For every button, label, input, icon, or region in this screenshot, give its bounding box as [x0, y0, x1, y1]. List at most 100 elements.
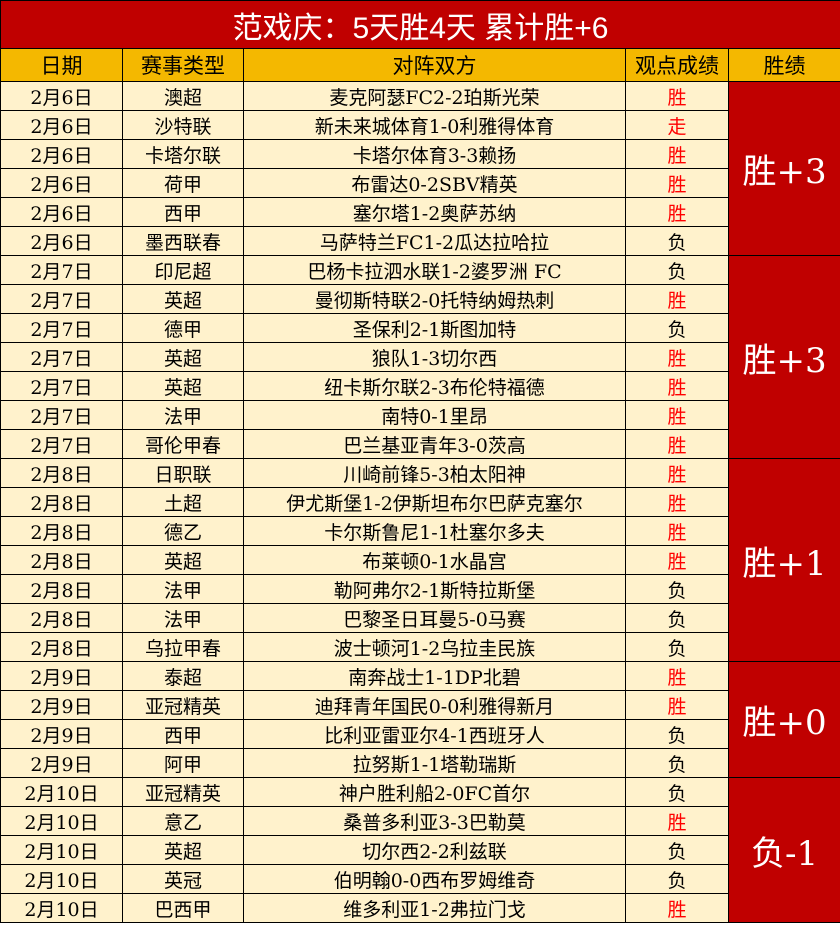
result-cell: 胜 [625, 806, 729, 836]
table-row: 2月6日 墨西联春 马萨特兰FC1-2瓜达拉哈拉负 [0, 226, 840, 256]
league-cell: 西甲 [122, 197, 244, 227]
date-cell: 2月7日 [0, 400, 123, 430]
table-row: 2月9日 阿甲 拉努斯1-1塔勒瑞斯负 [0, 748, 840, 778]
match-cell: 桑普多利亚3-3巴勒莫 [243, 806, 626, 836]
table-row: 2月10日 英冠 伯明翰0-0西布罗姆维奇负 [0, 864, 840, 894]
table-row: 2月7日 英超 曼彻斯特联2-0托特纳姆热刺胜 [0, 284, 840, 314]
match-cell: 巴兰基亚青年3-0茨高 [243, 429, 626, 459]
result-cell: 胜 [625, 400, 729, 430]
league-cell: 巴西甲 [122, 893, 244, 923]
match-cell: 塞尔塔1-2奥萨苏纳 [243, 197, 626, 227]
date-cell: 2月8日 [0, 545, 123, 575]
result-cell: 负 [625, 864, 729, 894]
table-row: 2月6日 沙特联 新未来城体育1-0利雅得体育走 [0, 110, 840, 140]
result-cell: 胜 [625, 342, 729, 372]
table-row: 2月10日 意乙 桑普多利亚3-3巴勒莫胜 [0, 806, 840, 836]
result-cell: 负 [625, 835, 729, 865]
day-summary-cell: 胜+3 [727, 81, 840, 256]
table-row: 2月10日 英超 切尔西2-2利兹联负 [0, 835, 840, 865]
date-cell: 2月9日 [0, 661, 123, 691]
result-cell: 胜 [625, 690, 729, 720]
table-row: 2月6日 澳超 麦克阿瑟FC2-2珀斯光荣胜胜+3 [0, 81, 840, 256]
header-league: 赛事类型 [122, 48, 244, 82]
match-cell: 圣保利2-1斯图加特 [243, 313, 626, 343]
result-cell: 负 [625, 603, 729, 633]
date-cell: 2月9日 [0, 748, 123, 778]
date-cell: 2月6日 [0, 197, 123, 227]
table-row: 2月8日 英超 布莱顿0-1水晶宫胜 [0, 545, 840, 575]
table-row: 2月7日 英超 纽卡斯尔联2-3布伦特福德胜 [0, 371, 840, 401]
match-cell: 伯明翰0-0西布罗姆维奇 [243, 864, 626, 894]
league-cell: 英超 [122, 371, 244, 401]
result-cell: 胜 [625, 545, 729, 575]
league-cell: 法甲 [122, 574, 244, 604]
league-cell: 德甲 [122, 313, 244, 343]
result-cell: 胜 [625, 197, 729, 227]
table-row: 2月10日 亚冠精英 神户胜利船2-0FC首尔负负-1 [0, 777, 840, 923]
date-cell: 2月6日 [0, 81, 123, 111]
table-row: 2月8日 法甲 巴黎圣日耳曼5-0马赛负 [0, 603, 840, 633]
match-cell: 维多利亚1-2弗拉门戈 [243, 893, 626, 923]
match-cell: 狼队1-3切尔西 [243, 342, 626, 372]
league-cell: 亚冠精英 [122, 777, 244, 807]
match-cell: 麦克阿瑟FC2-2珀斯光荣 [243, 81, 626, 111]
league-cell: 阿甲 [122, 748, 244, 778]
date-cell: 2月7日 [0, 313, 123, 343]
league-cell: 亚冠精英 [122, 690, 244, 720]
match-cell: 勒阿弗尔2-1斯特拉斯堡 [243, 574, 626, 604]
date-cell: 2月6日 [0, 226, 123, 256]
match-cell: 切尔西2-2利兹联 [243, 835, 626, 865]
match-cell: 卡尔斯鲁尼1-1杜塞尔多夫 [243, 516, 626, 546]
header-date: 日期 [0, 48, 123, 82]
league-cell: 英超 [122, 545, 244, 575]
match-cell: 伊尤斯堡1-2伊斯坦布尔巴萨克塞尔 [243, 487, 626, 517]
results-table: 范戏庆：5天胜4天 累计胜+6 日期 赛事类型 对阵双方 观点成绩 胜绩 2月6… [0, 0, 840, 923]
league-cell: 英冠 [122, 864, 244, 894]
header-match: 对阵双方 [243, 48, 626, 82]
match-cell: 布莱顿0-1水晶宫 [243, 545, 626, 575]
match-cell: 拉努斯1-1塔勒瑞斯 [243, 748, 626, 778]
match-cell: 比利亚雷亚尔4-1西班牙人 [243, 719, 626, 749]
result-cell: 胜 [625, 81, 729, 111]
result-cell: 胜 [625, 516, 729, 546]
table-row: 2月6日 西甲 塞尔塔1-2奥萨苏纳胜 [0, 197, 840, 227]
match-cell: 南奔战士1-1DP北碧 [243, 661, 626, 691]
match-cell: 神户胜利船2-0FC首尔 [243, 777, 626, 807]
match-cell: 纽卡斯尔联2-3布伦特福德 [243, 371, 626, 401]
table-row: 2月8日 法甲 勒阿弗尔2-1斯特拉斯堡负 [0, 574, 840, 604]
table-body: 2月6日 澳超 麦克阿瑟FC2-2珀斯光荣胜胜+3 2月6日 沙特联 新未来城体育1-0利… [0, 81, 840, 923]
table-row: 2月7日 英超 狼队1-3切尔西胜 [0, 342, 840, 372]
date-cell: 2月10日 [0, 835, 123, 865]
table-row: 2月8日 乌拉甲春 波士顿河1-2乌拉圭民族负 [0, 632, 840, 662]
table-row: 2月8日 日职联 川崎前锋5-3柏太阳神胜胜+1 [0, 458, 840, 662]
result-cell: 胜 [625, 168, 729, 198]
date-cell: 2月10日 [0, 864, 123, 894]
day-summary-cell: 胜+3 [727, 255, 840, 459]
table-row: 2月9日 西甲 比利亚雷亚尔4-1西班牙人负 [0, 719, 840, 749]
result-cell: 走 [625, 110, 729, 140]
result-cell: 胜 [625, 458, 729, 488]
league-cell: 英超 [122, 342, 244, 372]
league-cell: 英超 [122, 284, 244, 314]
date-cell: 2月10日 [0, 806, 123, 836]
league-cell: 法甲 [122, 603, 244, 633]
date-cell: 2月7日 [0, 255, 123, 285]
result-cell: 负 [625, 574, 729, 604]
table-row: 2月8日 土超 伊尤斯堡1-2伊斯坦布尔巴萨克塞尔胜 [0, 487, 840, 517]
league-cell: 日职联 [122, 458, 244, 488]
date-cell: 2月10日 [0, 893, 123, 923]
league-cell: 澳超 [122, 81, 244, 111]
league-cell: 意乙 [122, 806, 244, 836]
header-result: 观点成绩 [625, 48, 729, 82]
date-cell: 2月10日 [0, 777, 123, 807]
result-cell: 胜 [625, 371, 729, 401]
result-cell: 负 [625, 632, 729, 662]
table-row: 2月7日 印尼超 巴杨卡拉泗水联1-2婆罗洲 FC 负胜+3 [0, 255, 840, 459]
date-cell: 2月9日 [0, 719, 123, 749]
page-title: 范戏庆：5天胜4天 累计胜+6 [0, 0, 840, 49]
table-row: 2月6日 卡塔尔联 卡塔尔体育3-3赖扬胜 [0, 139, 840, 169]
table-row: 2月9日 亚冠精英 迪拜青年国民0-0利雅得新月胜 [0, 690, 840, 720]
result-cell: 胜 [625, 661, 729, 691]
table-row: 2月8日 德乙 卡尔斯鲁尼1-1杜塞尔多夫胜 [0, 516, 840, 546]
match-cell: 川崎前锋5-3柏太阳神 [243, 458, 626, 488]
